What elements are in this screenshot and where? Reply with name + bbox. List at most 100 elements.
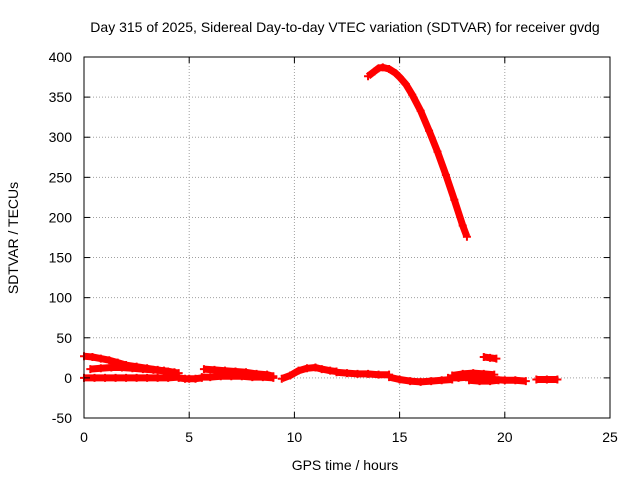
data-point	[374, 370, 383, 379]
data-point	[111, 373, 120, 382]
data-point	[465, 376, 474, 385]
y-tick-label: -50	[52, 410, 72, 426]
x-axis-label: GPS time / hours	[292, 457, 399, 473]
data-point	[96, 354, 105, 363]
data-point	[206, 373, 215, 382]
y-tick-label: 250	[49, 169, 73, 185]
data-point	[149, 365, 158, 374]
data-point	[96, 364, 105, 373]
y-tick-label: 100	[49, 290, 73, 306]
data-point	[370, 67, 379, 76]
data-point	[197, 373, 206, 382]
chart-title: Day 315 of 2025, Sidereal Day-to-day VTE…	[90, 19, 599, 35]
data-point	[511, 376, 520, 385]
y-tick-label: 150	[49, 250, 73, 266]
data-point	[416, 106, 425, 115]
x-tick-label: 15	[392, 429, 408, 445]
data-point	[364, 72, 373, 81]
x-tick-label: 5	[185, 429, 193, 445]
data-point	[395, 375, 404, 384]
data-point	[462, 232, 471, 241]
data-point	[90, 373, 99, 382]
data-point	[286, 371, 295, 380]
data-point	[164, 373, 173, 382]
data-point	[117, 363, 126, 372]
plot-frame	[83, 56, 611, 419]
data-point	[128, 364, 137, 373]
y-tick-label: 200	[49, 209, 73, 225]
data-point	[88, 353, 97, 362]
data-point	[492, 354, 501, 363]
data-point	[385, 65, 394, 74]
data-point	[364, 369, 373, 378]
data-point	[441, 170, 450, 179]
data-point	[317, 365, 326, 374]
data-point	[391, 69, 400, 78]
data-point	[395, 73, 404, 82]
data-point	[532, 375, 541, 384]
data-point	[353, 369, 362, 378]
data-point	[86, 365, 95, 374]
data-point	[210, 365, 219, 374]
data-point	[105, 356, 114, 365]
y-tick-label: 350	[49, 89, 73, 105]
series-early-baseline	[84, 373, 179, 382]
data-point	[101, 373, 110, 382]
data-point	[303, 364, 312, 373]
data-point	[143, 373, 152, 382]
series-high-arc	[365, 63, 471, 238]
data-point	[500, 376, 509, 385]
data-point	[311, 363, 320, 372]
x-tick-label: 0	[80, 429, 88, 445]
data-marks	[80, 63, 562, 386]
data-point	[416, 377, 425, 386]
data-point	[443, 373, 452, 382]
data-point	[427, 377, 436, 386]
data-point	[277, 374, 286, 383]
data-point	[227, 372, 236, 381]
data-point	[159, 366, 168, 375]
x-tick-label: 25	[602, 429, 618, 445]
data-point	[425, 126, 434, 135]
x-tick-label: 10	[287, 429, 303, 445]
data-point	[475, 377, 484, 386]
ticks: 0 5 10 15 20 25 -50 0 50 100 150 200 250 300 350 400	[49, 49, 618, 445]
data-point	[332, 368, 341, 377]
y-tick-label: 300	[49, 129, 73, 145]
grid	[84, 57, 610, 418]
data-point	[486, 377, 495, 386]
data-point	[153, 373, 162, 382]
y-tick-label: 0	[64, 370, 72, 386]
data-point	[378, 63, 387, 72]
data-point	[199, 365, 208, 374]
series-tail-a	[494, 376, 527, 385]
data-point	[132, 373, 141, 382]
data-point	[107, 363, 116, 372]
data-point	[437, 376, 446, 385]
data-point	[401, 80, 410, 89]
data-point	[458, 221, 467, 230]
data-point	[454, 373, 463, 382]
y-tick-label: 50	[56, 330, 72, 346]
data-point	[269, 373, 278, 382]
x-tick-label: 20	[497, 429, 513, 445]
data-point	[138, 365, 147, 374]
data-point	[294, 366, 303, 375]
data-point	[258, 373, 267, 382]
data-point	[521, 377, 530, 386]
y-tick-label: 400	[49, 49, 73, 65]
data-point	[490, 375, 499, 384]
data-point	[216, 372, 225, 381]
data-point	[385, 373, 394, 382]
data-point	[122, 373, 131, 382]
data-point	[553, 375, 562, 384]
data-point	[542, 375, 551, 384]
y-axis-label: SDTVAR / TECUs	[5, 182, 21, 294]
data-point	[433, 147, 442, 156]
data-point	[248, 373, 257, 382]
data-point	[343, 369, 351, 378]
data-point	[406, 377, 415, 386]
data-point	[237, 372, 246, 381]
data-point	[408, 90, 417, 99]
